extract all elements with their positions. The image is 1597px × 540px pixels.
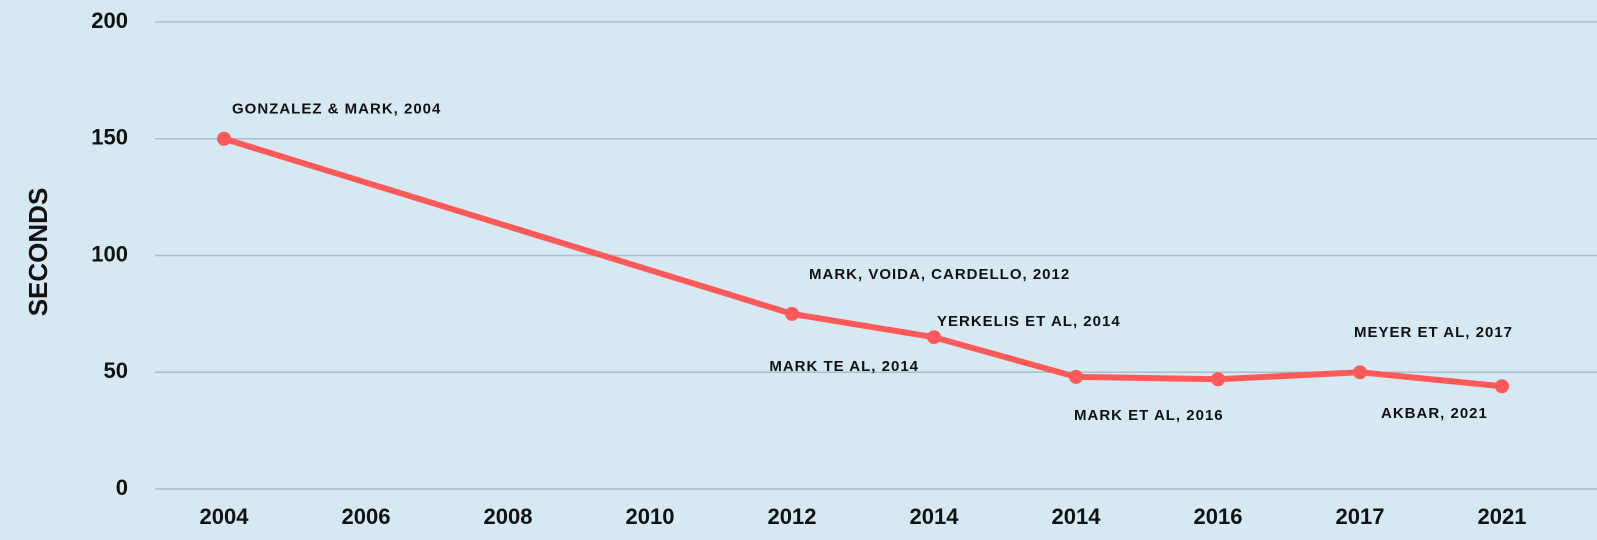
x-tick-label: 2008 xyxy=(484,504,533,529)
data-point xyxy=(1211,372,1225,387)
x-tick-label: 2021 xyxy=(1478,504,1527,529)
annotation: MARK, VOIDA, CARDELLO, 2012 xyxy=(809,266,1070,283)
y-tick-label: 100 xyxy=(91,241,128,266)
annotation: AKBAR, 2021 xyxy=(1381,405,1488,422)
annotation: GONZALEZ & MARK, 2004 xyxy=(232,101,441,118)
data-point xyxy=(1495,379,1509,394)
x-tick-label: 2010 xyxy=(626,504,675,529)
annotation: MARK TE AL, 2014 xyxy=(769,358,919,375)
data-point xyxy=(1353,365,1367,380)
x-tick-label: 2016 xyxy=(1194,504,1243,529)
x-tick-label: 2014 xyxy=(910,504,960,529)
annotation: YERKELIS ET AL, 2014 xyxy=(937,313,1121,330)
x-tick-label: 2014 xyxy=(1052,504,1102,529)
x-tick-label: 2004 xyxy=(200,504,250,529)
y-tick-label: 50 xyxy=(104,358,128,383)
x-tick-label: 2006 xyxy=(342,504,391,529)
annotation: MEYER ET AL, 2017 xyxy=(1354,324,1513,341)
data-point xyxy=(927,330,941,345)
data-point xyxy=(785,306,799,321)
data-point xyxy=(217,131,231,146)
y-axis-label: SECONDS xyxy=(23,188,53,317)
x-tick-label: 2017 xyxy=(1336,504,1385,529)
y-tick-label: 200 xyxy=(91,8,128,33)
y-tick-label: 150 xyxy=(91,125,128,150)
x-tick-label: 2012 xyxy=(768,504,817,529)
annotation: MARK ET AL, 2016 xyxy=(1074,407,1224,424)
y-tick-label: 0 xyxy=(116,475,128,500)
data-point xyxy=(1069,369,1083,384)
